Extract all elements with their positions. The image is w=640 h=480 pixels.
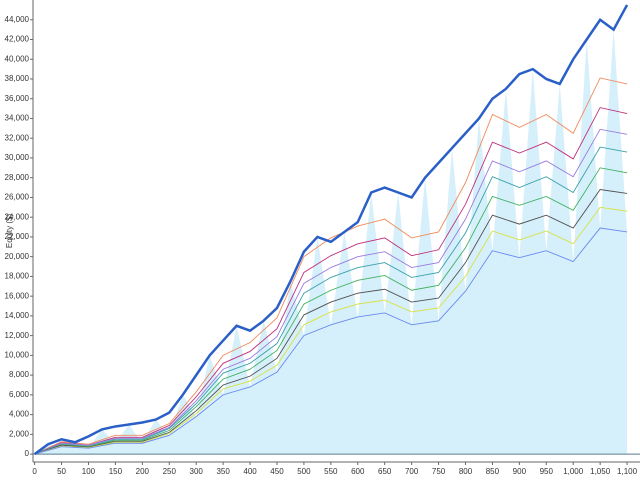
y-tick-label: 38,000: [5, 74, 30, 83]
y-tick-label: 12,000: [5, 331, 30, 340]
y-tick-label: 24,000: [5, 212, 30, 221]
y-tick-label: 42,000: [5, 35, 30, 44]
y-tick-label: 4,000: [9, 410, 30, 419]
x-tick-label: 400: [243, 467, 257, 476]
equity-line: [34, 206, 628, 455]
y-tick-label: 2,000: [9, 429, 30, 438]
y-tick-label: 22,000: [5, 232, 30, 241]
x-tick-label: 350: [216, 467, 230, 476]
x-tick-label: 900: [513, 467, 527, 476]
x-tick-label: 150: [109, 467, 123, 476]
x-tick-label: 600: [351, 467, 365, 476]
x-tick-label: 550: [324, 467, 338, 476]
y-tick-label: 44,000: [5, 15, 30, 24]
y-tick-label: 10,000: [5, 350, 30, 359]
equity-line: [34, 107, 628, 455]
x-tick-label: 50: [57, 467, 66, 476]
y-tick-label: 18,000: [5, 272, 30, 281]
y-tick-label: 8,000: [9, 370, 30, 379]
y-tick-label: 28,000: [5, 173, 30, 182]
x-tick-label: 1,100: [617, 467, 638, 476]
x-tick-label: 300: [190, 467, 204, 476]
x-tick-label: 450: [270, 467, 284, 476]
y-tick-label: 40,000: [5, 54, 30, 63]
equity-line: [34, 227, 628, 455]
equity-line: [34, 128, 628, 455]
x-tick-label: 250: [163, 467, 177, 476]
y-tick-label: 6,000: [9, 390, 30, 399]
x-tick-label: 200: [136, 467, 150, 476]
x-tick-label: 800: [459, 467, 473, 476]
y-tick-label: 16,000: [5, 291, 30, 300]
equity-line: [34, 189, 628, 455]
y-tick-label: 30,000: [5, 153, 30, 162]
y-tick-label: 34,000: [5, 114, 30, 123]
x-tick-label: 950: [540, 467, 554, 476]
x-tick-label: 650: [378, 467, 392, 476]
y-tick-label: 32,000: [5, 133, 30, 142]
x-tick-label: 100: [82, 467, 96, 476]
x-tick-label: 1,000: [563, 467, 584, 476]
y-tick-label: 0: [25, 449, 30, 458]
equity-line: [34, 77, 628, 455]
area: [34, 29, 628, 455]
x-tick-label: 850: [486, 467, 500, 476]
y-tick-label: 14,000: [5, 311, 30, 320]
y-tick-label: 20,000: [5, 252, 30, 261]
equity-line: [34, 146, 628, 455]
x-tick-label: 750: [432, 467, 446, 476]
equity-line: [34, 167, 628, 455]
y-tick-label: 36,000: [5, 94, 30, 103]
y-tick-label: 26,000: [5, 193, 30, 202]
y-axis-label: Equity ($): [5, 214, 14, 249]
x-tick-label: 500: [297, 467, 311, 476]
x-tick-label: 700: [405, 467, 419, 476]
x-tick-label: 1,050: [590, 467, 611, 476]
x-tick-label: 0: [32, 467, 37, 476]
equity-line: [33, 4, 629, 456]
